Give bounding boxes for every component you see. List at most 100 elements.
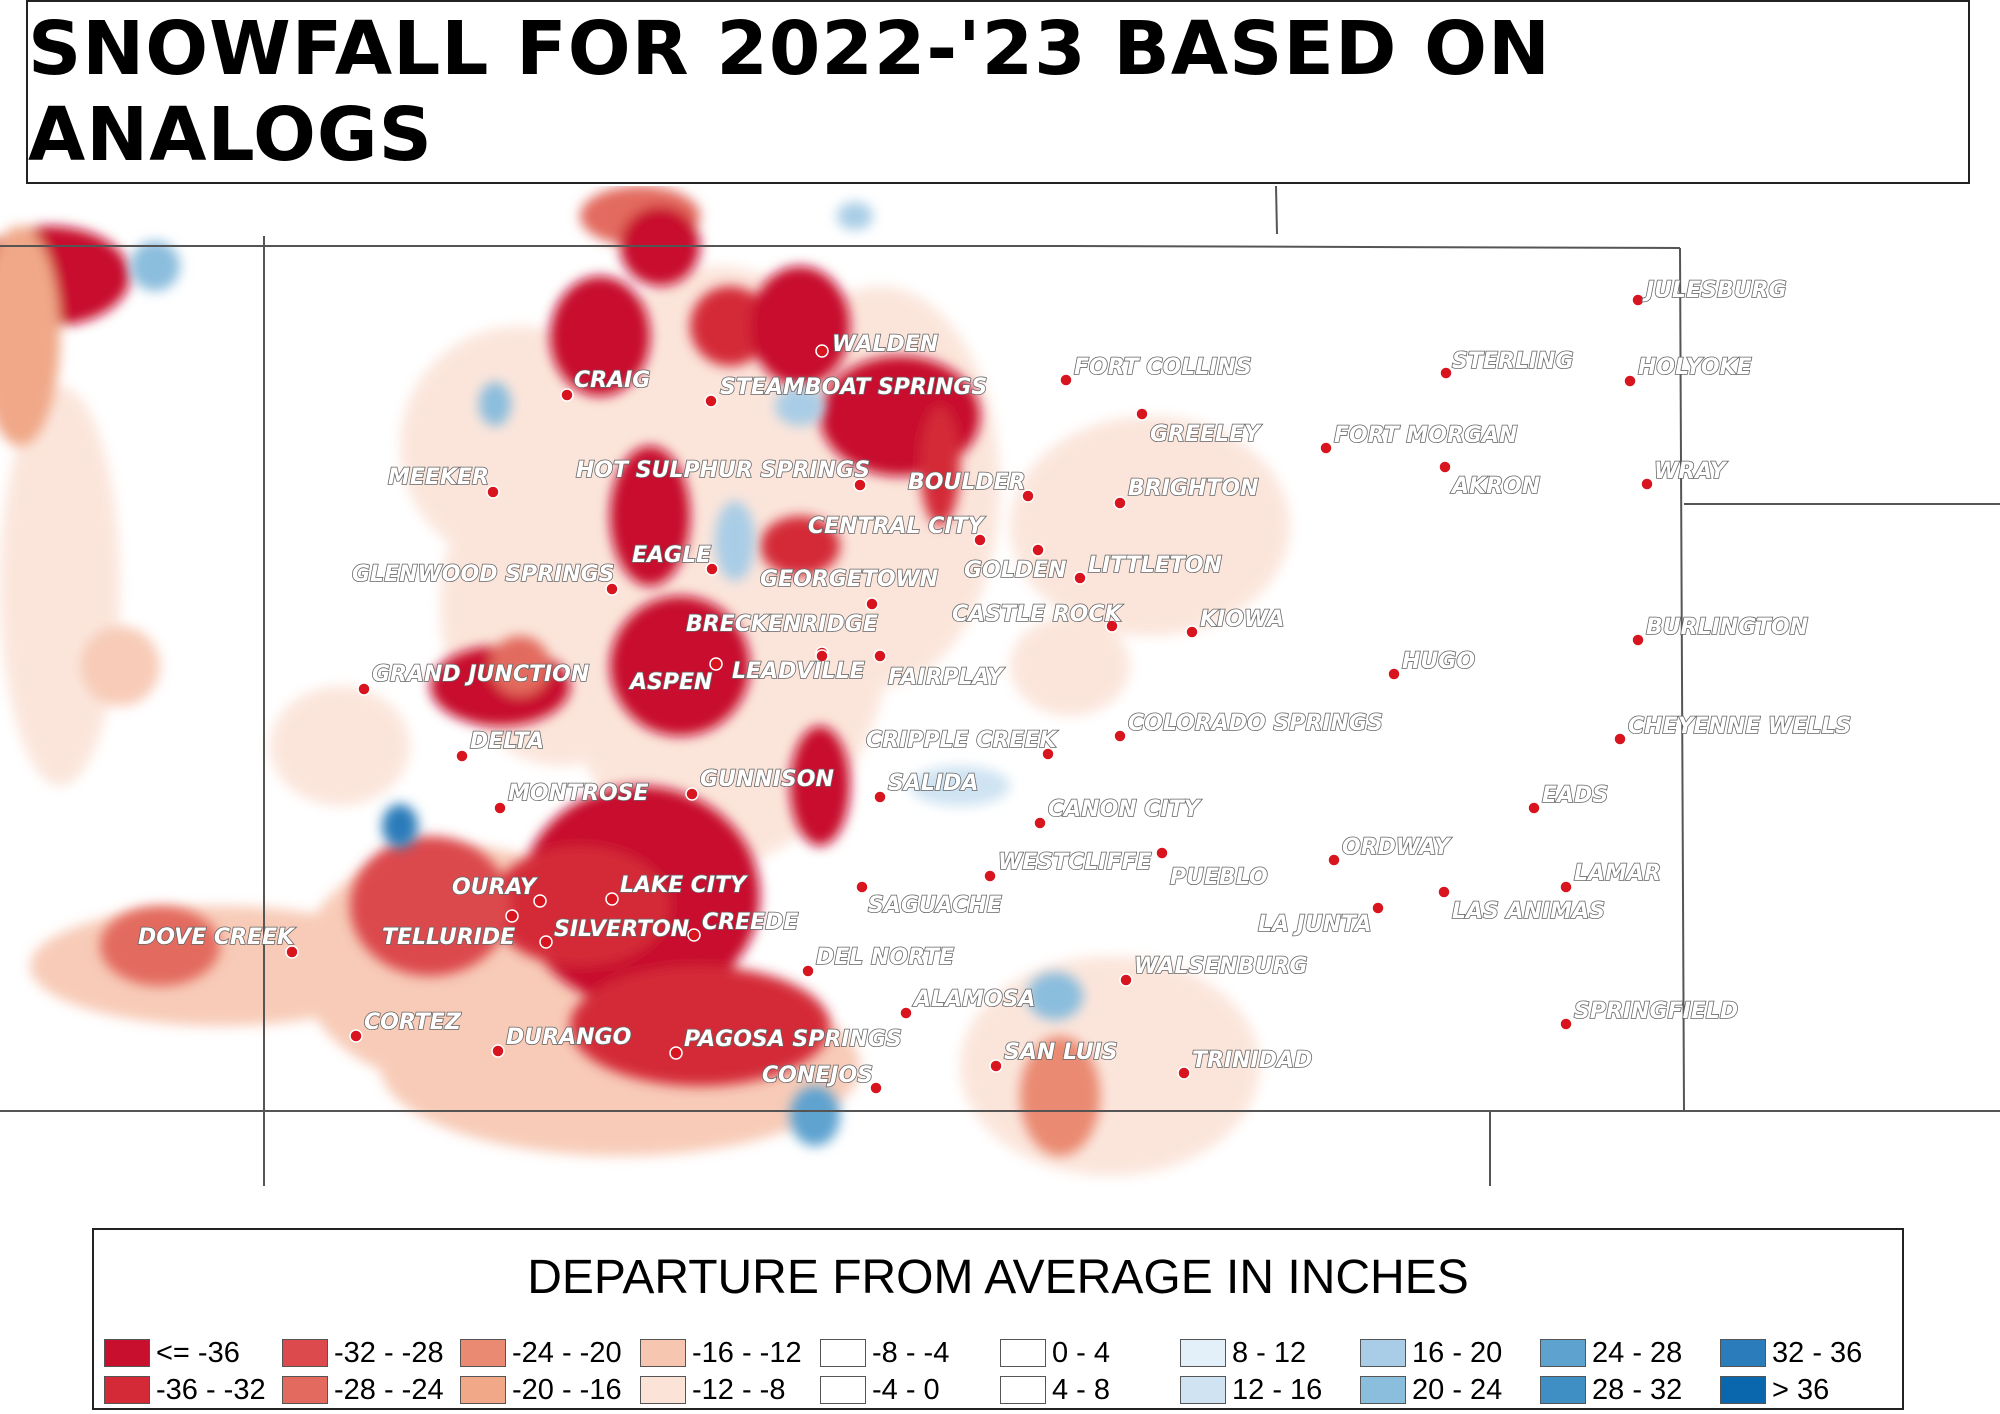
legend-item: -20 - -16 xyxy=(460,1373,622,1407)
legend-item: -12 - -8 xyxy=(640,1373,785,1407)
city-marker: WRAY xyxy=(1640,458,1729,491)
snowfall-map: JULESBURG STERLING HOLYOKE WALDEN FORT COLLI… xyxy=(0,186,2000,1186)
city-dot xyxy=(1105,619,1119,633)
city-label: SILVERTON xyxy=(554,917,689,942)
city-marker: EAGLE xyxy=(631,542,719,576)
map-title: SNOWFALL FOR 2022-'23 BASED ON ANALOGS xyxy=(28,6,1551,178)
legend-label: -28 - -24 xyxy=(334,1373,444,1406)
city-label: JULESBURG xyxy=(1642,278,1787,303)
city-dot xyxy=(1041,747,1055,761)
city-dot xyxy=(704,394,718,408)
legend-item: 28 - 32 xyxy=(1540,1373,1682,1407)
city-marker: GLENWOOD SPRINGS xyxy=(351,561,619,596)
legend-label: 12 - 16 xyxy=(1232,1373,1323,1406)
city-dot xyxy=(801,964,815,978)
city-label: FORT MORGAN xyxy=(1334,423,1517,448)
city-label: CASTLE ROCK xyxy=(952,602,1124,627)
city-marker: LAMAR xyxy=(1559,860,1662,894)
legend-swatch xyxy=(1000,1376,1046,1404)
city-label: EADS xyxy=(1542,783,1608,808)
legend-item: -8 - -4 xyxy=(820,1336,949,1370)
city-label: DEL NORTE xyxy=(816,945,954,970)
legend-swatch xyxy=(1540,1339,1586,1367)
city-marker: EADS xyxy=(1527,782,1609,815)
legend-item: -16 - -12 xyxy=(640,1336,802,1370)
city-label: LA JUNTA xyxy=(1258,912,1372,937)
city-label: BOULDER xyxy=(908,470,1026,495)
legend-label: 32 - 36 xyxy=(1772,1336,1863,1369)
legend-label: -36 - -32 xyxy=(156,1373,266,1406)
city-dot xyxy=(855,880,869,894)
legend-label: 16 - 20 xyxy=(1412,1336,1503,1369)
city-label: LAKE CITY xyxy=(620,873,748,898)
legend-label: 4 - 8 xyxy=(1052,1373,1111,1406)
city-label: CANON CITY xyxy=(1048,797,1202,822)
city-marker: FORT MORGAN xyxy=(1319,422,1518,455)
city-marker: CRAIG xyxy=(560,367,651,402)
city-label: LEADVILLE xyxy=(732,659,865,684)
city-marker: HUGO xyxy=(1387,648,1476,681)
city-label: PUEBLO xyxy=(1170,865,1268,890)
city-label: TELLURIDE xyxy=(382,925,515,950)
city-marker: GOLDEN xyxy=(963,543,1067,584)
city-label: DOVE CREEK xyxy=(138,925,296,950)
legend-item: > 36 xyxy=(1720,1373,1829,1407)
legend-swatch xyxy=(1360,1376,1406,1404)
city-dot xyxy=(685,787,699,801)
legend-swatch xyxy=(1360,1339,1406,1367)
city-label: CHEYENNE WELLS xyxy=(1628,714,1851,739)
city-label: EAGLE xyxy=(632,543,711,568)
legend-item: 4 - 8 xyxy=(1000,1373,1110,1407)
legend-item: -32 - -28 xyxy=(282,1336,444,1370)
city-marker: DURANGO xyxy=(491,1024,632,1058)
legend-swatch xyxy=(1000,1339,1046,1367)
city-dot xyxy=(1031,543,1045,557)
title-box: SNOWFALL FOR 2022-'23 BASED ON ANALOGS xyxy=(26,0,1970,184)
city-label: WALDEN xyxy=(832,332,938,357)
legend-item: -36 - -32 xyxy=(104,1373,266,1407)
city-marker: STERLING xyxy=(1439,348,1574,380)
legend-title: DEPARTURE FROM AVERAGE IN INCHES xyxy=(527,1251,1469,1304)
city-marker: GEORGETOWN xyxy=(759,566,939,611)
city-marker: AKRON xyxy=(1438,460,1541,500)
legend-item: 12 - 16 xyxy=(1180,1373,1322,1407)
city-dot xyxy=(455,749,469,763)
legend-label: 28 - 32 xyxy=(1592,1373,1683,1406)
city-marker: LAKE CITY xyxy=(605,872,749,906)
city-marker: ALAMOSA xyxy=(899,986,1036,1020)
legend-label: 0 - 4 xyxy=(1052,1336,1111,1369)
city-dot xyxy=(989,1059,1003,1073)
legend-swatch xyxy=(460,1376,506,1404)
legend-swatch xyxy=(820,1376,866,1404)
city-label: SALIDA xyxy=(888,771,978,796)
city-dot xyxy=(1113,729,1127,743)
city-dot xyxy=(1631,633,1645,647)
city-marker: SAN LUIS xyxy=(989,1039,1118,1073)
city-label: LAS ANIMAS xyxy=(1452,899,1605,924)
city-marker: LITTLETON xyxy=(1073,552,1223,585)
city-dot xyxy=(1135,407,1149,421)
city-marker: PAGOSA SPRINGS xyxy=(669,1026,903,1060)
city-dot xyxy=(709,657,723,671)
city-dot xyxy=(873,790,887,804)
city-marker: CORTEZ xyxy=(349,1009,463,1043)
legend-label: -32 - -28 xyxy=(334,1336,444,1369)
city-dot xyxy=(533,894,547,908)
city-label: BRIGHTON xyxy=(1128,476,1259,501)
city-marker: WALSENBURG xyxy=(1119,953,1308,987)
city-label: OURAY xyxy=(452,875,538,900)
city-dot xyxy=(1613,732,1627,746)
city-label: DELTA xyxy=(470,729,544,754)
city-dot xyxy=(1640,477,1654,491)
city-label: COLORADO SPRINGS xyxy=(1128,711,1383,736)
city-dot xyxy=(1327,853,1341,867)
city-dot xyxy=(1021,489,1035,503)
city-dot xyxy=(1033,816,1047,830)
legend-item: 20 - 24 xyxy=(1360,1373,1502,1407)
legend-swatch xyxy=(104,1376,150,1404)
legend-item: <= -36 xyxy=(104,1336,240,1370)
city-label: GUNNISON xyxy=(700,767,834,792)
city-label: SAGUACHE xyxy=(868,893,1002,918)
legend-swatch xyxy=(820,1339,866,1367)
legend-swatch xyxy=(640,1339,686,1367)
